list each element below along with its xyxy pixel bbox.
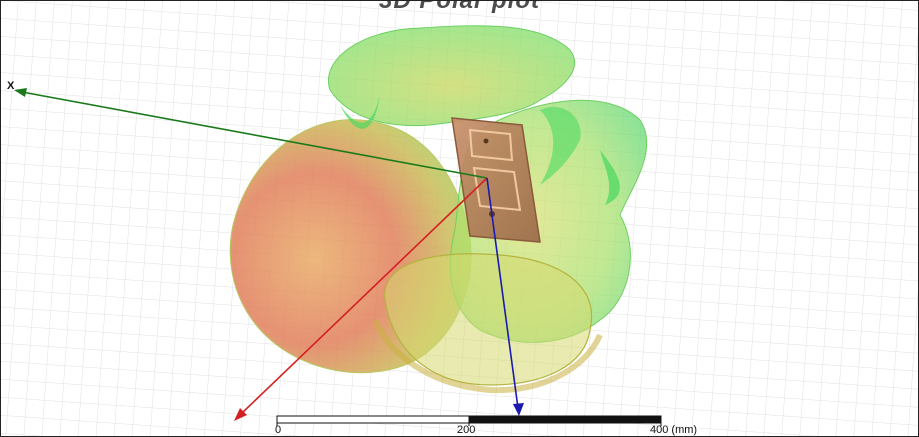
x-axis-line [21, 91, 488, 179]
pattern-rim [372, 318, 603, 394]
z-arrow-icon [513, 403, 524, 416]
coordinate-axes [14, 88, 524, 421]
z-axis-line [486, 177, 519, 409]
pattern-lobe-top [328, 25, 576, 127]
antenna-board [451, 117, 541, 243]
x-axis-label: X [7, 80, 15, 92]
pattern-ridge-left [340, 95, 380, 129]
x-arrow-icon [14, 88, 27, 97]
y-arrow-icon [234, 408, 247, 421]
scale-tick-0: 0 [275, 424, 282, 436]
scale-bar [276, 415, 662, 426]
pattern-ridge-mid [540, 106, 581, 185]
scale-tick-400: 400 (mm) [650, 424, 698, 436]
pattern-ridge-right [600, 150, 620, 205]
scale-tick-200: 200 [457, 424, 476, 436]
pattern-lobe-bottom [384, 253, 593, 386]
plot-title: 3D Polar plot [378, 0, 541, 14]
y-axis-line [240, 177, 488, 415]
